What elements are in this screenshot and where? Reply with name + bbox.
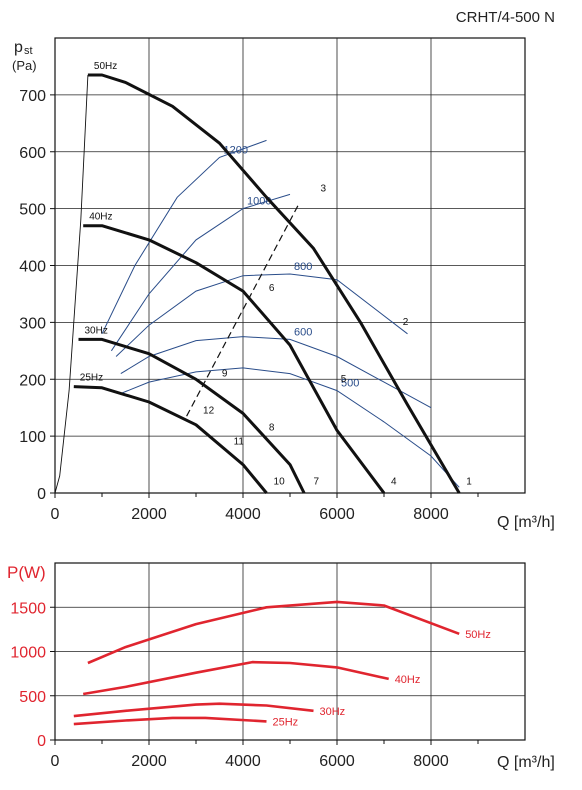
duty-line [186, 202, 300, 417]
series-label: 50Hz [94, 61, 117, 72]
iso-curve-label: 800 [294, 261, 312, 273]
chart-title: CRHT/4-500 N [456, 9, 555, 26]
power-chart-grid: 0 2000 4000 6000 8000 0 500 1000 1500 [10, 563, 525, 770]
pressure-curves: 50Hz 40Hz 30Hz 25Hz [54, 61, 461, 494]
point-label: 9 [222, 368, 228, 379]
x-tick-label: 6000 [319, 506, 355, 523]
point-label: 11 [234, 437, 245, 448]
y-tick-label: 200 [19, 372, 46, 389]
point-label: 3 [321, 184, 327, 195]
y-tick-label: 600 [19, 145, 46, 162]
pressure-curve-30Hz [78, 337, 306, 494]
point-label: 1 [466, 476, 472, 487]
power-y-tick-label: 1500 [10, 600, 46, 617]
point-label: 2 [403, 317, 409, 328]
y-axis-label-main: p [14, 39, 23, 56]
power-series-label: 50Hz [465, 629, 491, 641]
point-label: 4 [391, 476, 397, 487]
x-axis-label-top: Q [m³/h] [497, 514, 555, 531]
iso-curve-label: 600 [294, 326, 312, 338]
point-label: 7 [314, 476, 320, 487]
y-tick-label: 300 [19, 315, 46, 332]
power-curve-25Hz [73, 716, 267, 726]
point-label: 6 [269, 283, 275, 294]
power-series-label: 30Hz [320, 706, 346, 718]
power-y-axis-label: P(W) [7, 563, 46, 582]
y-tick-label: 700 [19, 88, 46, 105]
power-x-tick-label: 2000 [131, 753, 167, 770]
y-tick-label: 500 [19, 202, 46, 219]
power-x-tick-label: 4000 [225, 753, 261, 770]
y-axis-label-sub: st [24, 45, 33, 57]
y-tick-label: 400 [19, 259, 46, 276]
pressure-chart-grid: 0 2000 4000 6000 8000 0 100 200 300 400 500 600 700 [19, 38, 525, 523]
power-series-label: 40Hz [395, 674, 421, 686]
point-label: 5 [341, 374, 347, 385]
power-chart-labels: 50Hz 40Hz 30Hz 25Hz [273, 629, 491, 729]
iso-curve-1000 [110, 193, 291, 352]
x-axis-label-bottom: Q [m³/h] [497, 754, 555, 771]
point-label: 8 [269, 422, 275, 433]
y-tick-label: 0 [37, 486, 46, 503]
pressure-curve-40Hz [83, 224, 386, 494]
series-label: 25Hz [80, 373, 103, 384]
power-curve-40Hz [82, 660, 389, 696]
power-curve-50Hz [87, 600, 460, 665]
power-y-tick-label: 500 [19, 689, 46, 706]
power-series-label: 25Hz [273, 716, 299, 728]
x-tick-label: 4000 [225, 506, 261, 523]
iso-curve-1200 [101, 139, 267, 335]
iso-curve-label: 500 [341, 378, 359, 390]
power-y-tick-label: 1000 [10, 645, 46, 662]
x-tick-label: 8000 [413, 506, 449, 523]
point-label: 10 [274, 476, 286, 487]
iso-curve-800 [115, 273, 408, 357]
power-x-tick-label: 8000 [413, 753, 449, 770]
x-tick-label: 0 [51, 506, 60, 523]
power-curve-30Hz [73, 702, 314, 718]
power-x-tick-label: 0 [51, 753, 60, 770]
power-curves [73, 600, 460, 726]
power-y-tick-label: 0 [37, 733, 46, 750]
series-label: 30Hz [85, 325, 108, 336]
y-axis-label-unit: (Pa) [12, 58, 37, 73]
x-tick-label: 2000 [131, 506, 167, 523]
iso-curve-500 [120, 367, 460, 488]
point-label: 12 [203, 405, 215, 416]
system-curve [54, 74, 89, 494]
pressure-curve-25Hz [73, 385, 268, 494]
series-label: 40Hz [89, 212, 112, 223]
y-tick-label: 100 [19, 429, 46, 446]
power-x-tick-label: 6000 [319, 753, 355, 770]
iso-curve-600 [120, 336, 432, 409]
pressure-curve-50Hz [87, 73, 461, 494]
iso-curve-label: 1000 [247, 196, 271, 208]
